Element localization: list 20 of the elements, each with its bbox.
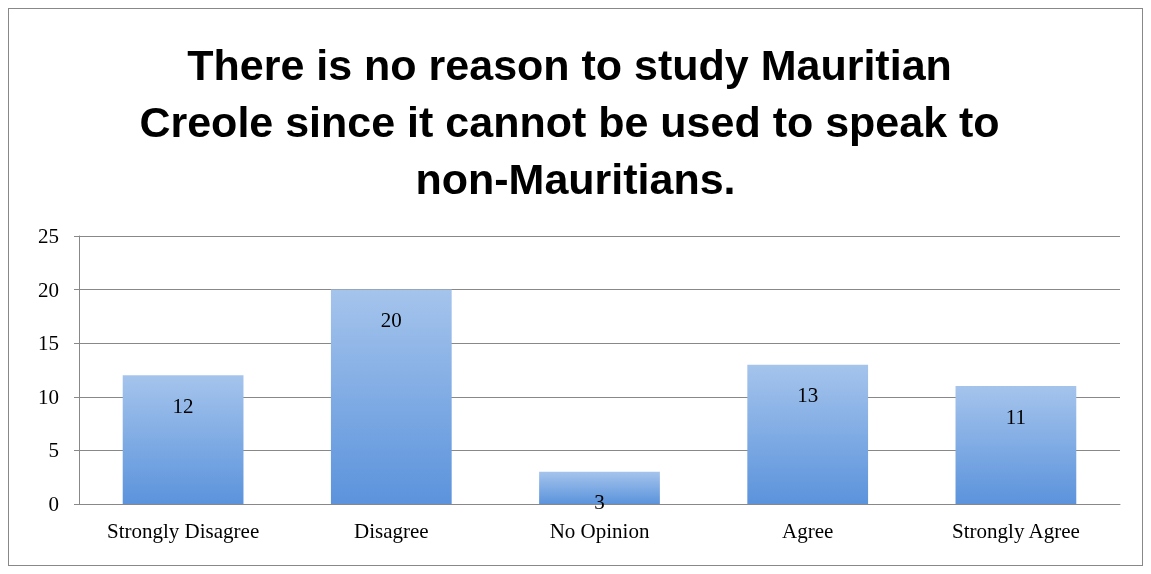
y-tick-label: 0 bbox=[48, 492, 59, 516]
bar bbox=[955, 386, 1077, 504]
y-tick-label: 20 bbox=[38, 277, 59, 302]
bar bbox=[330, 289, 452, 504]
x-tick-label: Strongly Agree bbox=[952, 518, 1080, 543]
x-tick-label: Agree bbox=[782, 518, 834, 543]
y-tick-label: 15 bbox=[38, 331, 59, 356]
x-tick-label: No Opinion bbox=[549, 518, 650, 543]
data-label: 20 bbox=[380, 308, 402, 333]
x-tick-label: Disagree bbox=[353, 518, 429, 543]
data-label: 13 bbox=[797, 383, 819, 408]
chart-title: There is no reason to study Mauritian Creole since it cannot be used to speak to non-Mauritians. bbox=[139, 40, 1012, 203]
y-tick-label: 5 bbox=[48, 438, 59, 463]
bar bbox=[747, 364, 869, 504]
y-tick-label: 10 bbox=[38, 384, 59, 409]
bar bbox=[122, 375, 244, 504]
data-label: 11 bbox=[1005, 404, 1027, 429]
y-tick-label: 25 bbox=[38, 224, 59, 248]
data-label: 12 bbox=[172, 393, 194, 418]
x-tick-label: Strongly Disagree bbox=[106, 518, 260, 543]
